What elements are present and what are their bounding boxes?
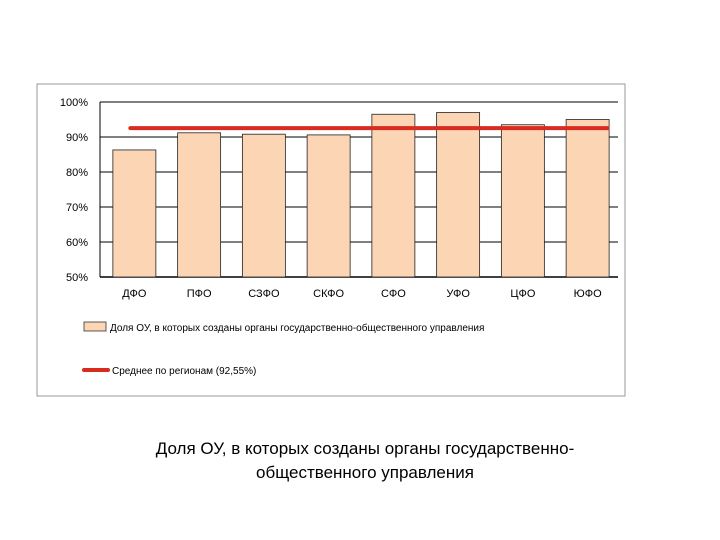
category-label: СЗФО (248, 288, 280, 300)
caption-line-2: общественного управления (256, 463, 474, 482)
bar (241, 133, 286, 278)
y-tick-label: 90% (66, 132, 88, 144)
category-label: СКФО (313, 288, 344, 300)
bar (112, 149, 157, 278)
legend-average-label: Среднее по регионам (92,55%) (112, 366, 256, 377)
y-tick-label: 70% (66, 202, 88, 214)
category-label: ПФО (187, 288, 212, 300)
legend-bar-label: Доля ОУ, в которых созданы органы госуда… (110, 322, 484, 334)
y-tick-labels: 50% 60% 70% 80% 90% 100% (60, 97, 88, 284)
bar (371, 113, 416, 278)
slide-caption: Доля ОУ, в которых созданы органы госуда… (60, 437, 670, 485)
y-tick-label: 50% (66, 272, 88, 284)
bar (436, 112, 481, 278)
legend-bar-swatch (83, 321, 107, 332)
bar (565, 119, 610, 278)
bar (177, 132, 222, 278)
category-label: СФО (381, 288, 406, 300)
bar (306, 134, 351, 278)
bars (112, 112, 610, 278)
category-label: ЮФО (574, 288, 602, 300)
category-label: УФО (446, 288, 470, 300)
category-labels: ДФО ПФО СЗФО СКФО СФО УФО ЦФО ЮФО (122, 288, 602, 300)
category-label: ЦФО (510, 288, 536, 300)
y-tick-label: 80% (66, 167, 88, 179)
y-tick-label: 100% (60, 97, 88, 109)
legend: Доля ОУ, в которых созданы органы госуда… (82, 321, 484, 377)
y-tick-label: 60% (66, 237, 88, 249)
bar (500, 124, 545, 278)
caption-line-1: Доля ОУ, в которых созданы органы госуда… (155, 439, 575, 458)
category-label: ДФО (122, 288, 147, 300)
